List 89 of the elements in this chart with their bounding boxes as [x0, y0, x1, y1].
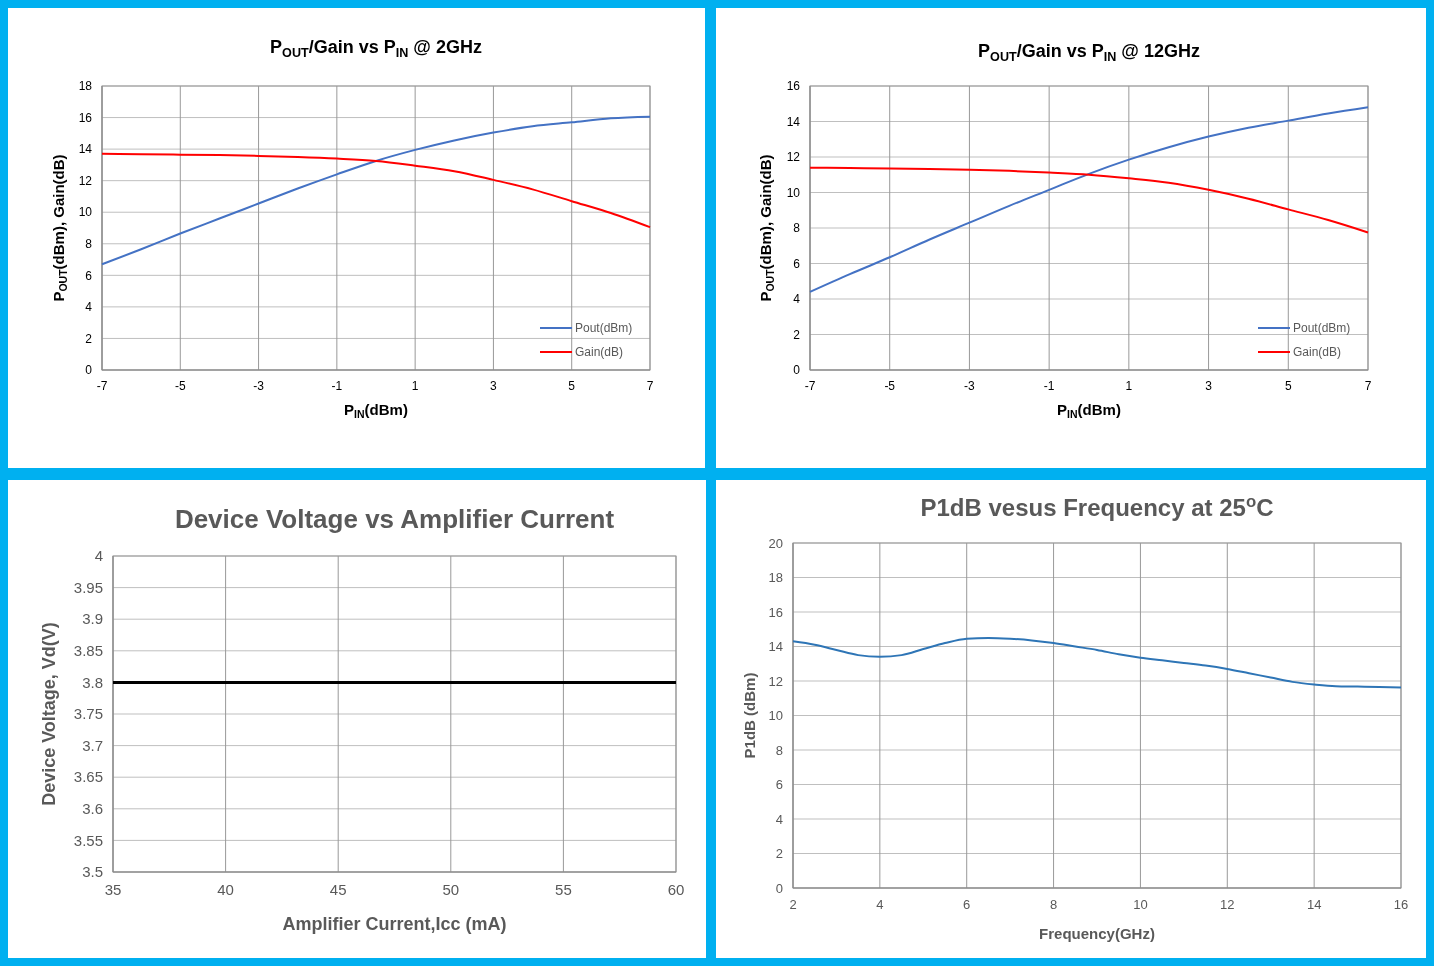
- y-tick-label: 4: [94, 547, 103, 565]
- x-tick-label: 5: [1284, 379, 1292, 393]
- x-tick-label: 7: [1364, 379, 1372, 393]
- y-tick-label: 14: [768, 639, 783, 655]
- x-tick-label: 7: [646, 379, 654, 393]
- y-tick-label: 3.75: [73, 705, 103, 723]
- y-tick-label: 14: [786, 114, 801, 129]
- y-tick-label: 10: [768, 708, 783, 724]
- y-tick-label: 3.5: [82, 863, 103, 881]
- y-tick-label: 6: [85, 268, 93, 283]
- x-axis-title: Frequency(GHz): [1039, 925, 1155, 942]
- x-tick-label: 8: [1049, 897, 1058, 912]
- line-series: [101, 115, 651, 266]
- y-axis-title: Device Voltage, Vd(V): [39, 622, 59, 806]
- y-tick-label: 0: [775, 880, 783, 896]
- y-tick-label: 4: [85, 300, 93, 315]
- chart-title: P$_{OUT}$/Gain vs P$_{IN}$ @ 12GHz: [978, 41, 1200, 64]
- y-tick-label: 12: [78, 173, 93, 188]
- y-tick-label: 14: [78, 142, 93, 157]
- x-tick-label: -5: [884, 379, 896, 393]
- y-tick-label: 12: [786, 150, 801, 165]
- legend-label: Pout(dBm): [575, 321, 633, 335]
- x-axis-title: P$_{IN}$(dBm): [344, 401, 408, 421]
- legend-label: Gain(dB): [575, 345, 624, 359]
- y-tick-label: 3.6: [82, 800, 103, 818]
- y-tick-label: 6: [793, 256, 801, 271]
- y-tick-label: 3.55: [73, 831, 103, 849]
- x-tick-label: 5: [568, 379, 576, 393]
- x-tick-label: 1: [1125, 379, 1133, 393]
- y-tick-label: 3.95: [73, 578, 103, 596]
- y-tick-label: 2: [775, 846, 783, 862]
- x-tick-label: 12: [1220, 897, 1235, 912]
- chart-title: P1dB vesus Frequency at 25$^{o}$C: [920, 491, 1274, 521]
- y-tick-label: 3.9: [82, 610, 103, 628]
- x-tick-label: -3: [964, 379, 976, 393]
- y-tick-label: 8: [85, 236, 93, 251]
- x-tick-label: 50: [442, 881, 460, 898]
- line-series: [809, 166, 1369, 234]
- y-axis-title: P1dB (dBm): [741, 672, 758, 759]
- y-tick-label: 16: [768, 604, 783, 620]
- x-tick-label: -1: [331, 379, 343, 393]
- y-tick-label: 8: [793, 221, 801, 236]
- x-tick-label: -3: [253, 379, 265, 393]
- x-tick-label: -5: [174, 379, 186, 393]
- y-tick-label: 4: [775, 811, 783, 827]
- line-series: [809, 106, 1369, 293]
- y-tick-label: 3.85: [73, 642, 103, 660]
- x-tick-label: 4: [876, 897, 884, 912]
- x-axis-title: P$_{IN}$(dBm): [1057, 401, 1121, 421]
- x-tick-label: 40: [217, 881, 234, 898]
- x-tick-label: -7: [804, 379, 816, 393]
- y-tick-label: 0: [85, 363, 93, 378]
- x-tick-label: 1: [411, 379, 419, 393]
- y-tick-label: 16: [786, 79, 801, 94]
- x-tick-label: 10: [1133, 897, 1148, 912]
- x-tick-label: -1: [1043, 379, 1055, 393]
- y-tick-label: 0: [793, 363, 801, 378]
- x-tick-label: 6: [963, 897, 971, 912]
- x-tick-label: 14: [1306, 897, 1322, 912]
- y-tick-label: 2: [85, 331, 93, 346]
- y-tick-label: 18: [78, 79, 93, 94]
- x-tick-label: -7: [96, 379, 108, 393]
- y-tick-label: 4: [793, 292, 801, 307]
- y-tick-label: 3.65: [73, 768, 103, 786]
- x-axis-title: Amplifier Current,Icc (mA): [282, 914, 507, 934]
- x-tick-label: 55: [555, 881, 572, 898]
- chart-title: Device Voltage vs Amplifier Current: [174, 504, 615, 534]
- y-tick-label: 16: [78, 110, 93, 125]
- x-tick-label: 45: [329, 881, 347, 898]
- y-tick-label: 20: [768, 535, 783, 551]
- y-tick-label: 12: [768, 673, 783, 689]
- y-tick-label: 10: [78, 205, 93, 220]
- chart-title: P$_{OUT}$/Gain vs P$_{IN}$ @ 2GHz: [270, 37, 482, 60]
- x-tick-label: 3: [1205, 379, 1213, 393]
- y-tick-label: 10: [786, 185, 801, 200]
- y-tick-label: 8: [775, 742, 783, 758]
- y-tick-label: 6: [775, 777, 783, 793]
- y-tick-label: 3.7: [82, 736, 103, 754]
- y-tick-label: 2: [793, 327, 801, 342]
- line-series: [101, 152, 651, 229]
- y-tick-label: 3.8: [82, 673, 103, 691]
- x-tick-label: 16: [1393, 897, 1409, 912]
- x-tick-label: 3: [490, 379, 498, 393]
- x-tick-label: 60: [667, 881, 685, 898]
- legend-label: Gain(dB): [1293, 345, 1342, 359]
- line-series: [792, 636, 1402, 689]
- x-tick-label: 35: [104, 881, 122, 898]
- legend-label: Pout(dBm): [1293, 321, 1351, 335]
- y-tick-label: 18: [768, 570, 783, 586]
